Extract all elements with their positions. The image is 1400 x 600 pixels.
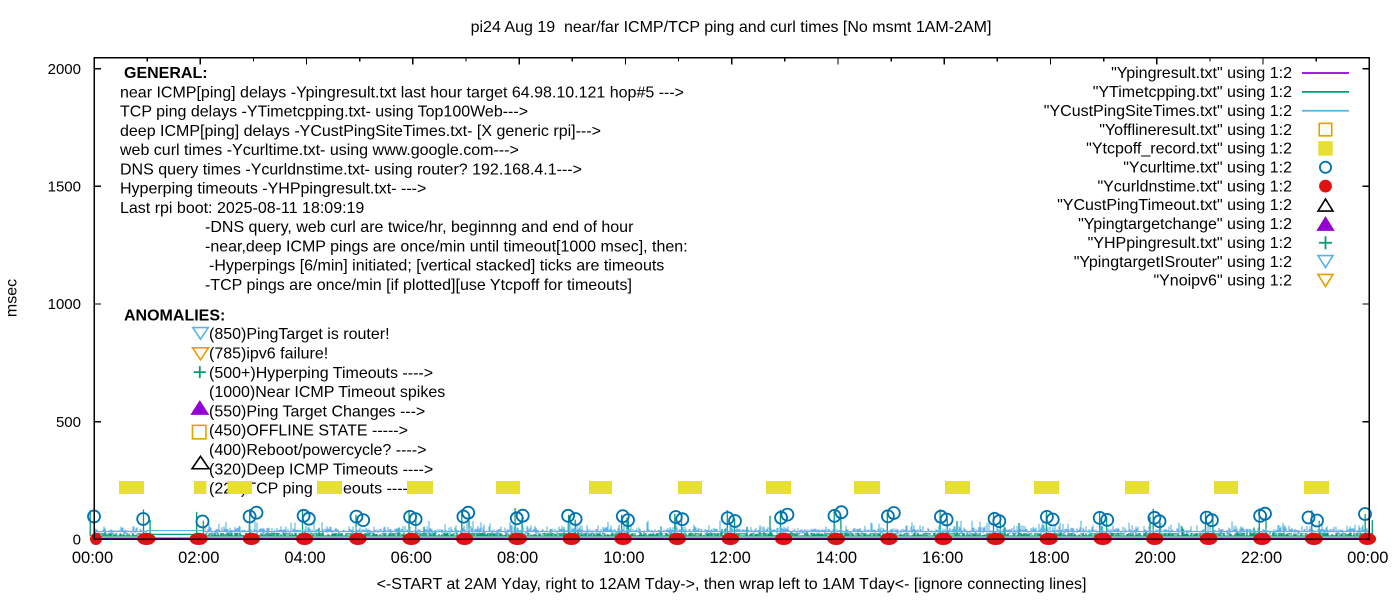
svg-text:<-START at 2AM Yday, right to: <-START at 2AM Yday, right to 12AM Tday-… xyxy=(377,576,1087,593)
svg-text:18:00: 18:00 xyxy=(1028,549,1069,567)
svg-text:ANOMALIES:: ANOMALIES: xyxy=(124,308,225,325)
svg-text:500: 500 xyxy=(56,414,81,431)
svg-text:"Ytcpoff_record.txt" using 1:2: "Ytcpoff_record.txt" using 1:2 xyxy=(1086,141,1292,158)
svg-text:08:00: 08:00 xyxy=(497,549,538,567)
svg-text:DNS query times -Ycurldnstime.: DNS query times -Ycurldnstime.txt- using… xyxy=(120,161,582,178)
svg-text:-DNS query, web curl are twice: -DNS query, web curl are twice/hr, begin… xyxy=(205,219,634,236)
svg-text:10:00: 10:00 xyxy=(603,549,644,567)
svg-text:00:00: 00:00 xyxy=(1347,549,1388,567)
svg-text:"Yofflineresult.txt" using 1:2: "Yofflineresult.txt" using 1:2 xyxy=(1099,122,1292,139)
svg-text:TCP ping delays -YTimetcpping.: TCP ping delays -YTimetcpping.txt- using… xyxy=(120,104,528,121)
svg-text:msec: msec xyxy=(4,279,21,317)
svg-text:22:00: 22:00 xyxy=(1241,549,1282,567)
svg-text:1000: 1000 xyxy=(48,296,81,313)
svg-text:16:00: 16:00 xyxy=(922,549,963,567)
svg-text:Hyperping timeouts -YHPpingres: Hyperping timeouts -YHPpingresult.txt- -… xyxy=(120,181,426,198)
svg-text:near ICMP[ping] delays -Ypingr: near ICMP[ping] delays -Ypingresult.txt … xyxy=(120,84,684,101)
svg-text:14:00: 14:00 xyxy=(816,549,857,567)
svg-text:-TCP pings are once/min [if pl: -TCP pings are once/min [if plotted][use… xyxy=(205,277,632,294)
svg-text:(320)Deep ICMP Timeouts ---->: (320)Deep ICMP Timeouts ----> xyxy=(209,461,433,478)
svg-text:12:00: 12:00 xyxy=(710,549,751,567)
svg-text:-near,deep ICMP pings are once: -near,deep ICMP pings are once/min until… xyxy=(205,238,688,255)
svg-text:02:00: 02:00 xyxy=(178,549,219,567)
svg-text:20:00: 20:00 xyxy=(1135,549,1176,567)
svg-text:04:00: 04:00 xyxy=(284,549,325,567)
svg-text:"Ypingresult.txt" using 1:2: "Ypingresult.txt" using 1:2 xyxy=(1111,65,1292,82)
svg-text:(500+)Hyperping Timeouts ---->: (500+)Hyperping Timeouts ----> xyxy=(209,365,433,382)
svg-text:(850)PingTarget is router!: (850)PingTarget is router! xyxy=(209,326,390,343)
svg-text:"YHPpingresult.txt" using 1:2: "YHPpingresult.txt" using 1:2 xyxy=(1088,235,1292,252)
svg-text:"YCustPingTimeout.txt" using 1: "YCustPingTimeout.txt" using 1:2 xyxy=(1057,197,1292,214)
svg-text:(1000)Near ICMP Timeout spikes: (1000)Near ICMP Timeout spikes xyxy=(209,384,445,401)
svg-text:-Hyperpings [6/min] initiated;: -Hyperpings [6/min] initiated; [vertical… xyxy=(209,258,664,275)
svg-text:2000: 2000 xyxy=(48,61,81,78)
svg-text:"Ypingtargetchange" using 1:2: "Ypingtargetchange" using 1:2 xyxy=(1078,216,1292,233)
svg-text:deep ICMP[ping] delays -YCustP: deep ICMP[ping] delays -YCustPingSiteTim… xyxy=(120,123,601,140)
svg-text:"Ynoipv6" using 1:2: "Ynoipv6" using 1:2 xyxy=(1153,273,1292,290)
svg-text:(220)TCP ping Timeouts ----: (220)TCP ping Timeouts ---- xyxy=(209,481,408,498)
svg-text:(450)OFFLINE STATE ----->: (450)OFFLINE STATE -----> xyxy=(209,423,408,440)
svg-text:"YCustPingSiteTimes.txt" using: "YCustPingSiteTimes.txt" using 1:2 xyxy=(1044,103,1292,120)
svg-text:pi24 Aug 19 near/far ICMP/TCP: pi24 Aug 19 near/far ICMP/TCP ping and c… xyxy=(471,19,992,36)
svg-text:web curl times -Ycurltime.txt-: web curl times -Ycurltime.txt- using www… xyxy=(119,142,519,159)
svg-text:(400)Reboot/powercycle? ---->: (400)Reboot/powercycle? ----> xyxy=(209,442,426,459)
svg-text:(785)ipv6 failure!: (785)ipv6 failure! xyxy=(209,346,328,363)
svg-text:1500: 1500 xyxy=(48,178,81,195)
svg-text:06:00: 06:00 xyxy=(391,549,432,567)
svg-text:"YpingtargetISrouter" using 1:: "YpingtargetISrouter" using 1:2 xyxy=(1074,254,1292,271)
svg-text:"YTimetcpping.txt" using 1:2: "YTimetcpping.txt" using 1:2 xyxy=(1093,84,1292,101)
svg-text:"Ycurltime.txt" using 1:2: "Ycurltime.txt" using 1:2 xyxy=(1123,160,1292,177)
svg-text:"Ycurldnstime.txt" using 1:2: "Ycurldnstime.txt" using 1:2 xyxy=(1097,178,1292,195)
svg-text:00:00: 00:00 xyxy=(72,549,113,567)
svg-text:GENERAL:: GENERAL: xyxy=(124,65,208,82)
svg-text:(550)Ping Target Changes --->: (550)Ping Target Changes ---> xyxy=(209,403,425,420)
svg-text:0: 0 xyxy=(73,532,81,549)
svg-text:Last rpi boot: 2025-08-11 18:0: Last rpi boot: 2025-08-11 18:09:19 xyxy=(120,200,364,217)
